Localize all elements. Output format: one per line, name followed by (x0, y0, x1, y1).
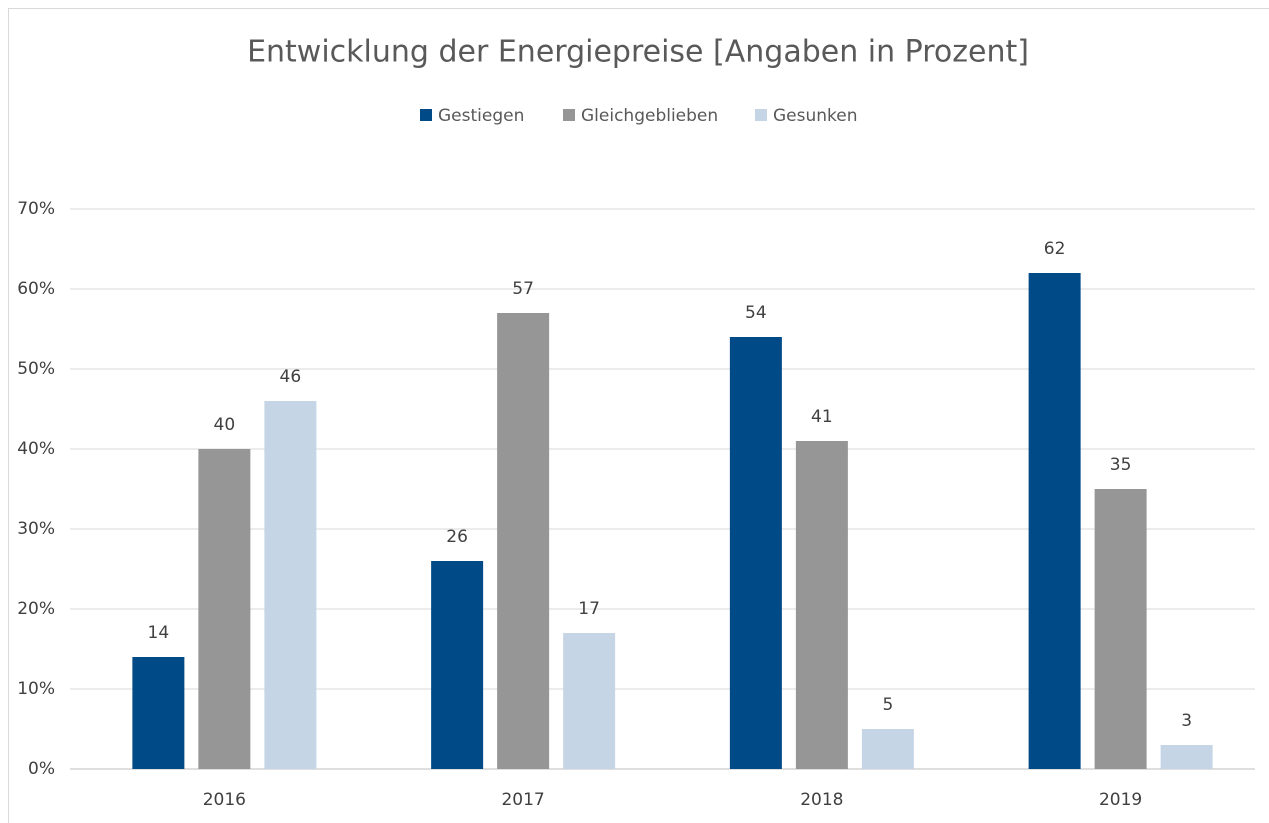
data-label: 41 (811, 407, 833, 427)
data-label: 26 (446, 527, 468, 547)
legend-label: Gestiegen (438, 106, 524, 126)
bar (132, 657, 185, 769)
bar (431, 561, 484, 769)
data-label: 3 (1181, 711, 1192, 731)
data-label: 17 (578, 599, 600, 619)
y-tick-label: 60% (17, 279, 55, 299)
bar (1160, 745, 1213, 769)
bar (264, 401, 317, 769)
y-tick-label: 50% (17, 359, 55, 379)
x-tick-label: 2018 (800, 790, 843, 810)
y-tick-label: 40% (17, 439, 55, 459)
data-label: 5 (882, 695, 893, 715)
data-label: 46 (280, 367, 302, 387)
y-tick-label: 0% (28, 759, 55, 779)
bar (1094, 489, 1147, 769)
data-label: 62 (1044, 239, 1066, 259)
legend-swatch (420, 109, 432, 121)
y-tick-label: 70% (17, 199, 55, 219)
y-tick-label: 30% (17, 519, 55, 539)
x-tick-label: 2019 (1099, 790, 1142, 810)
bar (729, 337, 782, 769)
bar (861, 729, 914, 769)
data-label: 14 (148, 623, 170, 643)
bar (795, 441, 848, 769)
legend-swatch (755, 109, 767, 121)
y-tick-label: 10% (17, 679, 55, 699)
data-label: 35 (1110, 455, 1132, 475)
legend-swatch (563, 109, 575, 121)
bar (497, 313, 550, 769)
bar (563, 633, 616, 769)
y-tick-label: 20% (17, 599, 55, 619)
bar (198, 449, 251, 769)
data-label: 57 (512, 279, 534, 299)
bar (1028, 273, 1081, 769)
legend-label: Gesunken (773, 106, 858, 126)
chart-title: Entwicklung der Energiepreise [Angaben i… (247, 35, 1029, 70)
legend-label: Gleichgeblieben (581, 106, 718, 126)
x-tick-label: 2016 (203, 790, 246, 810)
data-label: 54 (745, 303, 767, 323)
x-tick-label: 2017 (501, 790, 544, 810)
data-label: 40 (214, 415, 236, 435)
